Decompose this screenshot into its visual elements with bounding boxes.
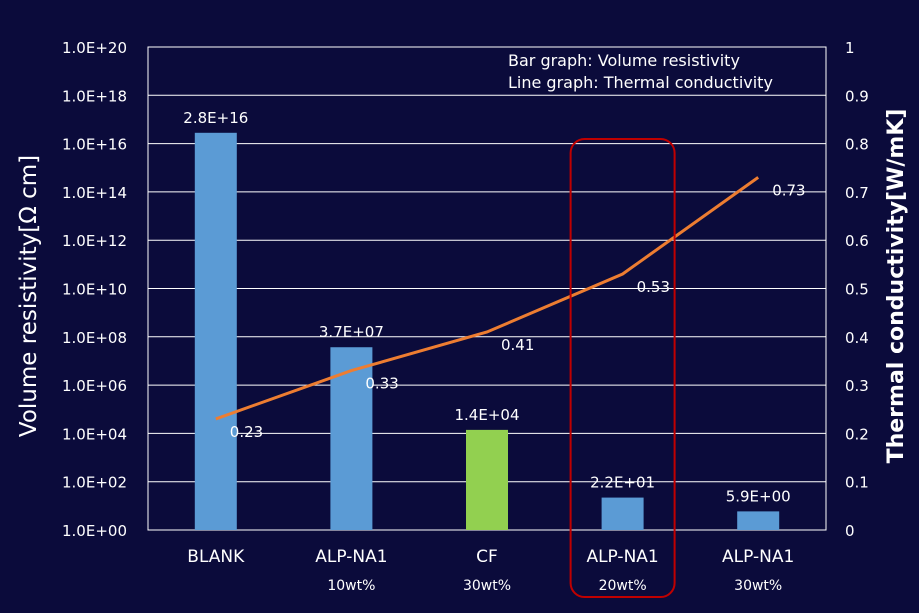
- left-tick-label: 1.0E+00: [62, 522, 127, 540]
- right-tick-label: 0.4: [845, 329, 869, 347]
- right-tick-label: 0.6: [845, 232, 869, 250]
- right-tick-label: 0.9: [845, 87, 869, 105]
- left-axis-title: Volume resistivity[Ω cm]: [16, 155, 42, 437]
- left-tick-label: 1.0E+04: [62, 425, 127, 443]
- left-tick-label: 1.0E+14: [62, 184, 127, 202]
- bar-value-label: 3.7E+07: [319, 323, 384, 341]
- right-tick-label: 0.3: [845, 377, 869, 395]
- line-value-label: 0.41: [501, 336, 534, 354]
- right-tick-label: 0.1: [845, 474, 869, 492]
- category-sublabel: 30wt%: [463, 578, 511, 594]
- category-sublabel: 10wt%: [327, 578, 375, 594]
- bar-value-label: 2.8E+16: [183, 109, 248, 127]
- left-tick-label: 1.0E+10: [62, 281, 127, 299]
- grid-lines: [148, 94, 826, 483]
- category-sublabel: 30wt%: [734, 578, 782, 594]
- left-tick-label: 1.0E+08: [62, 329, 127, 347]
- line-series-thermal-conductivity: [215, 176, 760, 421]
- left-tick-label: 1.0E+02: [62, 474, 127, 492]
- line-value-label: 0.23: [230, 423, 263, 441]
- category-label: BLANK: [187, 547, 245, 567]
- bar: [466, 429, 508, 530]
- right-tick-label: 0: [845, 522, 855, 540]
- bar-value-label: 5.9E+00: [726, 487, 791, 505]
- right-tick-label: 0.8: [845, 136, 869, 154]
- left-tick-label: 1.0E+12: [62, 232, 127, 250]
- right-tick-label: 0.5: [845, 281, 869, 299]
- left-axis-tick-labels: 1.0E+00 1.0E+02 1.0E+04 1.0E+06 1.0E+08 1.0E+…: [62, 39, 127, 540]
- line-value-label: 0.33: [365, 375, 398, 393]
- category-label: ALP-NA1: [586, 547, 658, 567]
- category-sublabel: 20wt%: [599, 578, 647, 594]
- bar: [737, 511, 780, 530]
- line-value-label: 0.73: [772, 181, 805, 199]
- bar-data-labels: 2.8E+16 3.7E+07 1.4E+04 2.2E+01 5.9E+00: [183, 109, 790, 506]
- bar-value-label: 2.2E+01: [590, 474, 655, 492]
- bar: [194, 132, 237, 530]
- bar: [601, 497, 644, 530]
- bar-series: [194, 132, 780, 530]
- left-tick-label: 1.0E+20: [62, 39, 127, 57]
- legend-bar-text: Bar graph: Volume resistivity: [508, 51, 740, 70]
- highlight-box: [569, 138, 676, 598]
- category-label: CF: [476, 547, 498, 567]
- category-labels: BLANK ALP-NA1 10wt% CF 30wt% ALP-NA1 20wt% ALP-…: [187, 547, 794, 594]
- left-tick-label: 1.0E+18: [62, 87, 127, 105]
- bar-value-label: 1.4E+04: [455, 406, 520, 424]
- category-label: ALP-NA1: [315, 547, 387, 567]
- right-tick-label: 0.7: [845, 184, 869, 202]
- category-label: ALP-NA1: [722, 547, 794, 567]
- right-tick-label: 1: [845, 39, 855, 57]
- line-value-label: 0.53: [637, 278, 670, 296]
- left-tick-label: 1.0E+16: [62, 136, 127, 154]
- line-data-labels: 0.23 0.33 0.41 0.53 0.73: [230, 181, 806, 441]
- right-tick-label: 0.2: [845, 425, 869, 443]
- right-axis-tick-labels: 0 0.1 0.2 0.3 0.4 0.5 0.6 0.7 0.8 0.9 1: [845, 39, 869, 540]
- right-axis-title: Thermal conductivity[W/mK]: [884, 109, 909, 464]
- legend-line-text: Line graph: Thermal conductivity: [508, 73, 773, 92]
- bar: [330, 347, 373, 530]
- left-tick-label: 1.0E+06: [62, 377, 127, 395]
